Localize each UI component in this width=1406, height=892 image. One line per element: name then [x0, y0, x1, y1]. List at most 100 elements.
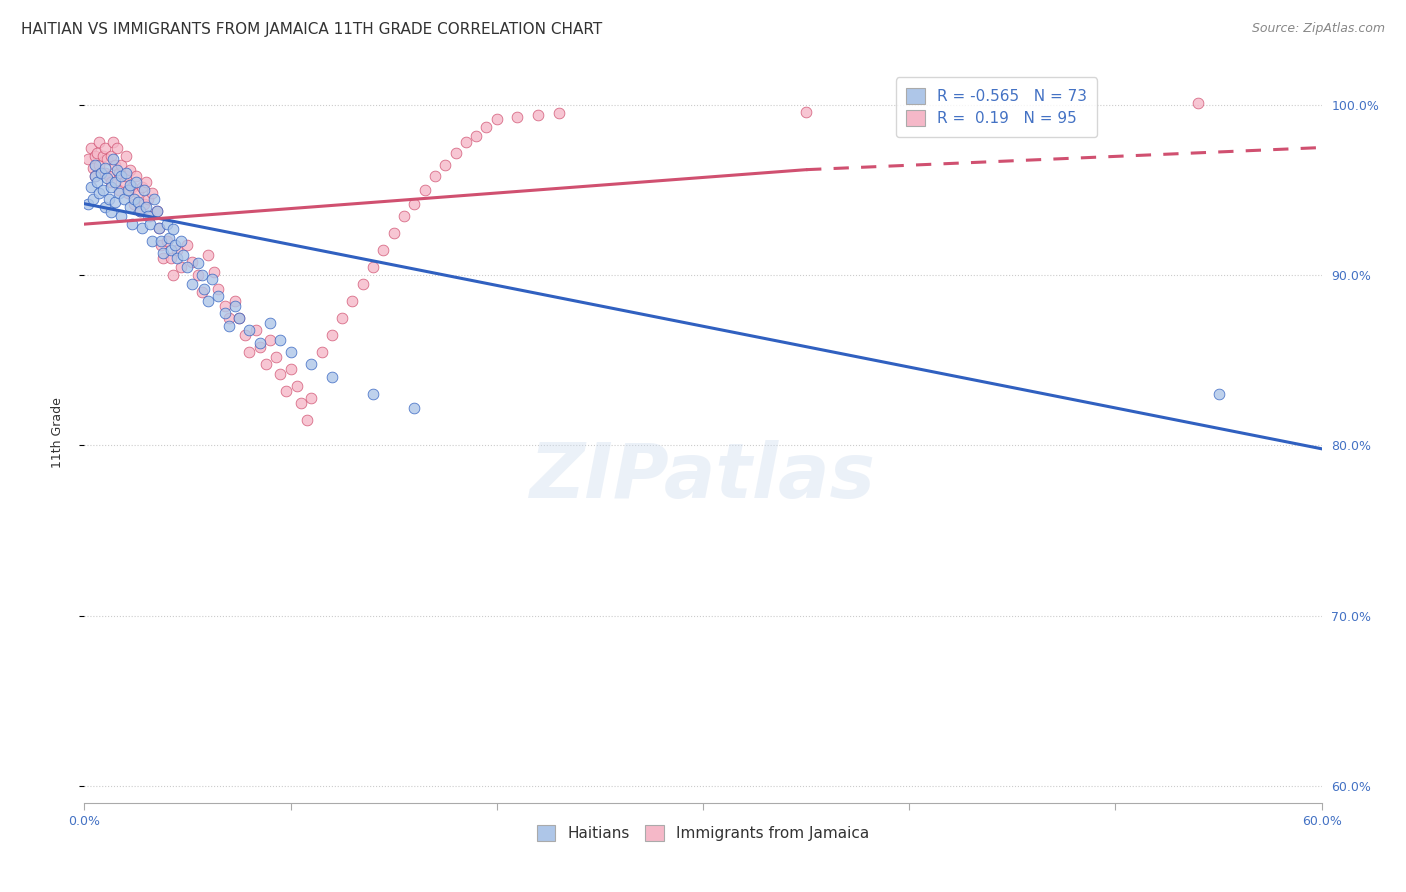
Point	[160, 243, 183, 257]
Point	[280, 361, 302, 376]
Point	[87, 186, 110, 201]
Point	[259, 333, 281, 347]
Point	[191, 285, 214, 300]
Point	[104, 194, 127, 209]
Point	[413, 183, 436, 197]
Point	[224, 293, 246, 308]
Point	[122, 192, 145, 206]
Point	[187, 268, 209, 283]
Point	[103, 153, 125, 167]
Text: ZIPatlas: ZIPatlas	[530, 440, 876, 514]
Point	[87, 136, 110, 150]
Point	[110, 209, 132, 223]
Point	[218, 319, 240, 334]
Point	[86, 145, 108, 160]
Point	[83, 169, 105, 184]
Point	[311, 344, 333, 359]
Point	[86, 175, 108, 189]
Point	[87, 157, 110, 171]
Point	[117, 183, 139, 197]
Point	[94, 200, 117, 214]
Point	[160, 251, 183, 265]
Point	[156, 234, 179, 248]
Point	[134, 183, 156, 197]
Point	[141, 186, 163, 201]
Point	[465, 128, 488, 143]
Point	[156, 217, 179, 231]
Point	[187, 256, 209, 270]
Point	[136, 192, 159, 206]
Point	[136, 209, 159, 223]
Point	[259, 316, 281, 330]
Point	[114, 149, 136, 163]
Point	[143, 192, 166, 206]
Point	[475, 120, 498, 135]
Point	[108, 183, 131, 197]
Point	[139, 217, 162, 231]
Point	[202, 265, 225, 279]
Point	[228, 310, 250, 325]
Point	[110, 157, 132, 171]
Point	[285, 379, 308, 393]
Point	[96, 171, 118, 186]
Point	[103, 136, 125, 150]
Point	[100, 205, 122, 219]
Point	[361, 387, 384, 401]
Point	[100, 179, 122, 194]
Point	[145, 203, 167, 218]
Point	[207, 282, 229, 296]
Point	[108, 186, 131, 201]
Point	[135, 200, 157, 214]
Point	[129, 203, 152, 218]
Point	[352, 277, 374, 291]
Point	[434, 157, 457, 171]
Point	[404, 196, 426, 211]
Point	[77, 196, 100, 211]
Point	[197, 248, 219, 262]
Point	[131, 179, 153, 194]
Point	[330, 310, 353, 325]
Point	[233, 327, 256, 342]
Point	[98, 169, 121, 184]
Point	[105, 140, 128, 154]
Point	[180, 277, 202, 291]
Point	[485, 112, 508, 126]
Point	[152, 251, 174, 265]
Point	[134, 196, 156, 211]
Point	[118, 162, 141, 177]
Point	[94, 166, 117, 180]
Point	[118, 178, 141, 192]
Point	[127, 194, 149, 209]
Point	[131, 220, 153, 235]
Point	[280, 344, 302, 359]
Point	[170, 234, 193, 248]
Point	[127, 186, 149, 201]
Point	[238, 344, 260, 359]
Point	[121, 217, 143, 231]
Point	[110, 169, 132, 184]
Point	[299, 391, 322, 405]
Point	[96, 153, 118, 167]
Point	[98, 192, 121, 206]
Point	[382, 226, 405, 240]
Point	[104, 157, 127, 171]
Point	[122, 196, 145, 211]
Point	[218, 310, 240, 325]
Point	[149, 234, 172, 248]
Point	[83, 149, 105, 163]
Point	[506, 110, 529, 124]
Point	[83, 169, 105, 184]
Point	[114, 169, 136, 184]
Legend: Haitians, Immigrants from Jamaica: Haitians, Immigrants from Jamaica	[531, 819, 875, 847]
Point	[125, 169, 148, 184]
Point	[794, 104, 817, 119]
Point	[125, 175, 148, 189]
Point	[91, 149, 114, 163]
Point	[112, 192, 135, 206]
Point	[1187, 96, 1209, 111]
Point	[180, 254, 202, 268]
Point	[162, 268, 184, 283]
Y-axis label: 11th Grade: 11th Grade	[51, 397, 63, 468]
Point	[527, 108, 550, 122]
Point	[108, 166, 131, 180]
